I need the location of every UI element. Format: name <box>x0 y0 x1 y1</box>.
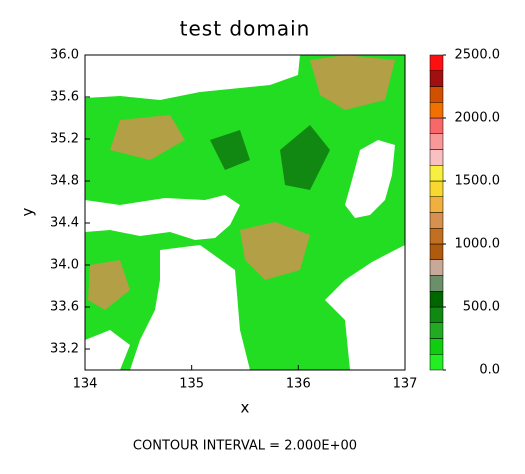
x-tick-label: 137 <box>393 377 418 392</box>
x-tick-label: 136 <box>286 377 311 392</box>
sea <box>130 245 250 370</box>
sea <box>85 55 300 100</box>
y-tick-label: 34.0 <box>50 258 79 273</box>
colorbar-swatch <box>429 291 444 308</box>
colorbar-swatch <box>429 102 444 119</box>
x-tick-label: 134 <box>73 377 98 392</box>
colorbar-label: 0.0 <box>479 363 500 378</box>
y-tick-label: 36.0 <box>50 48 79 63</box>
y-axis-label: y <box>19 207 37 216</box>
colorbar-swatch <box>429 180 444 197</box>
y-tick-label: 34.8 <box>50 174 79 189</box>
footer: CONTOUR INTERVAL = 2.000E+00 <box>133 439 357 454</box>
title: test domain <box>180 17 311 41</box>
colorbar-swatch <box>429 354 444 371</box>
colorbar-swatch <box>429 117 444 134</box>
colorbar-swatch <box>429 149 444 166</box>
sea <box>85 330 130 370</box>
colorbar-swatch <box>429 275 444 292</box>
colorbar-swatch <box>429 165 444 182</box>
terrain <box>85 55 405 370</box>
colorbar-swatch <box>429 133 444 150</box>
colorbar-swatch <box>429 228 444 245</box>
sea <box>345 140 395 218</box>
colorbar-swatch <box>429 322 444 339</box>
colorbar-label: 1500.0 <box>455 174 501 189</box>
y-tick-label: 35.2 <box>50 132 79 147</box>
colorbar-swatch <box>429 338 444 355</box>
colorbar-label: 2000.0 <box>455 111 501 126</box>
x-axis-label: x <box>241 399 250 417</box>
y-tick-label: 34.4 <box>50 216 79 231</box>
sea <box>325 245 405 370</box>
y-tick-label: 35.6 <box>50 90 79 105</box>
colorbar-swatch <box>429 212 444 229</box>
highlands <box>210 125 330 190</box>
x-tick-label: 135 <box>179 377 204 392</box>
colorbar-swatch <box>429 306 444 323</box>
colorbar-label: 2500.0 <box>455 48 501 63</box>
mountains <box>88 55 395 310</box>
colorbar-swatch <box>429 243 444 260</box>
colorbar-swatch <box>429 70 444 87</box>
y-tick-label: 33.2 <box>50 342 79 357</box>
colorbar-label: 1000.0 <box>455 237 501 252</box>
colorbar-swatch <box>429 196 444 213</box>
colorbar-label: 500.0 <box>463 300 500 315</box>
colorbar-swatch <box>429 259 444 276</box>
plot-frame <box>84 54 406 371</box>
colorbar-swatch <box>429 54 444 71</box>
sea <box>85 195 240 240</box>
y-tick-label: 33.6 <box>50 300 79 315</box>
colorbar-swatch <box>429 86 444 103</box>
